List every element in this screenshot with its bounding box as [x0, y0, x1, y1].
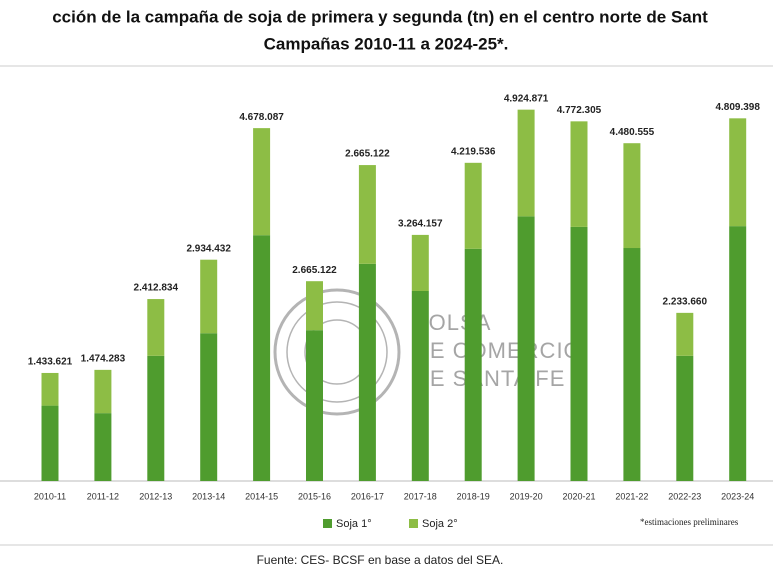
bar-segment: [729, 226, 747, 481]
x-tick-label: 2017-18: [404, 491, 437, 501]
total-label: 2.665.122: [292, 265, 337, 276]
bar-segment: [517, 109, 535, 217]
x-tick-label: 2018-19: [457, 491, 490, 501]
total-label: 4.809.398: [715, 102, 760, 113]
bar-segment: [464, 162, 482, 249]
bar-segment: [200, 259, 218, 334]
chart-subtitle: Campañas 2010-11 a 2024-25*.: [264, 34, 509, 53]
chart-title: cción de la campaña de soja de primera y…: [52, 7, 708, 26]
total-label: 2.412.834: [134, 283, 179, 294]
watermark-text: DE SANTA FE: [413, 366, 565, 391]
total-label: 4.772.305: [557, 105, 602, 116]
x-tick-label: 2014-15: [245, 491, 278, 501]
bar-segment: [41, 372, 59, 406]
x-tick-label: 2021-22: [615, 491, 648, 501]
x-tick-label: 2015-16: [298, 491, 331, 501]
watermark-text: DE COMERCIO: [413, 338, 582, 363]
total-label: 1.474.283: [81, 354, 126, 365]
total-label: 2.233.660: [663, 296, 708, 307]
bar-segment: [570, 121, 588, 227]
total-label: 4.678.087: [239, 112, 284, 123]
total-label: 2.665.122: [345, 149, 390, 160]
note: *estimaciones preliminares: [640, 517, 739, 527]
bar-segment: [411, 234, 429, 291]
bar-segment: [200, 333, 218, 481]
x-tick-label: 2016-17: [351, 491, 384, 501]
x-tick-label: 2012-13: [139, 491, 172, 501]
bar-segment: [358, 263, 376, 481]
bar-segment: [729, 118, 747, 227]
source: Fuente: CES- BCSF en base a datos del SE…: [257, 553, 504, 567]
x-tick-label: 2019-20: [510, 491, 543, 501]
bar-segment: [94, 369, 112, 414]
total-label: 2.934.432: [186, 243, 231, 254]
x-tick-label: 2023-24: [721, 491, 754, 501]
bar-segment: [147, 355, 165, 481]
bar-segment: [253, 235, 271, 481]
bar-segment: [306, 330, 323, 481]
x-tick-label: 2013-14: [192, 491, 225, 501]
bar-segment: [253, 128, 271, 236]
bar-segment: [623, 143, 641, 249]
total-label: 4.219.536: [451, 146, 496, 157]
x-tick-label: 2011-12: [87, 491, 119, 501]
total-label: 3.264.157: [398, 219, 443, 230]
x-tick-label: 2020-21: [562, 491, 595, 501]
watermark: [273, 288, 401, 416]
total-label: 1.433.621: [28, 357, 73, 368]
total-label: 4.924.871: [504, 93, 549, 104]
bar-segment: [306, 281, 323, 331]
legend-label: Soja 2°: [422, 518, 458, 530]
bar-segment: [676, 312, 694, 356]
legend-swatch: [323, 519, 332, 528]
bar-segment: [411, 290, 429, 481]
bar-segment: [358, 165, 376, 264]
bar-segment: [570, 226, 588, 481]
bar-segment: [94, 413, 112, 481]
x-tick-label: 2010-11: [34, 491, 66, 501]
total-label: 4.480.555: [610, 127, 655, 138]
bar-segment: [147, 299, 165, 356]
legend-label: Soja 1°: [336, 518, 372, 530]
bar-segment: [464, 248, 482, 481]
bar-segment: [623, 248, 641, 481]
bar-segment: [41, 405, 59, 481]
bar-segment: [676, 355, 694, 481]
bar-segment: [517, 216, 535, 481]
legend-swatch: [409, 519, 418, 528]
x-tick-label: 2022-23: [668, 491, 701, 501]
